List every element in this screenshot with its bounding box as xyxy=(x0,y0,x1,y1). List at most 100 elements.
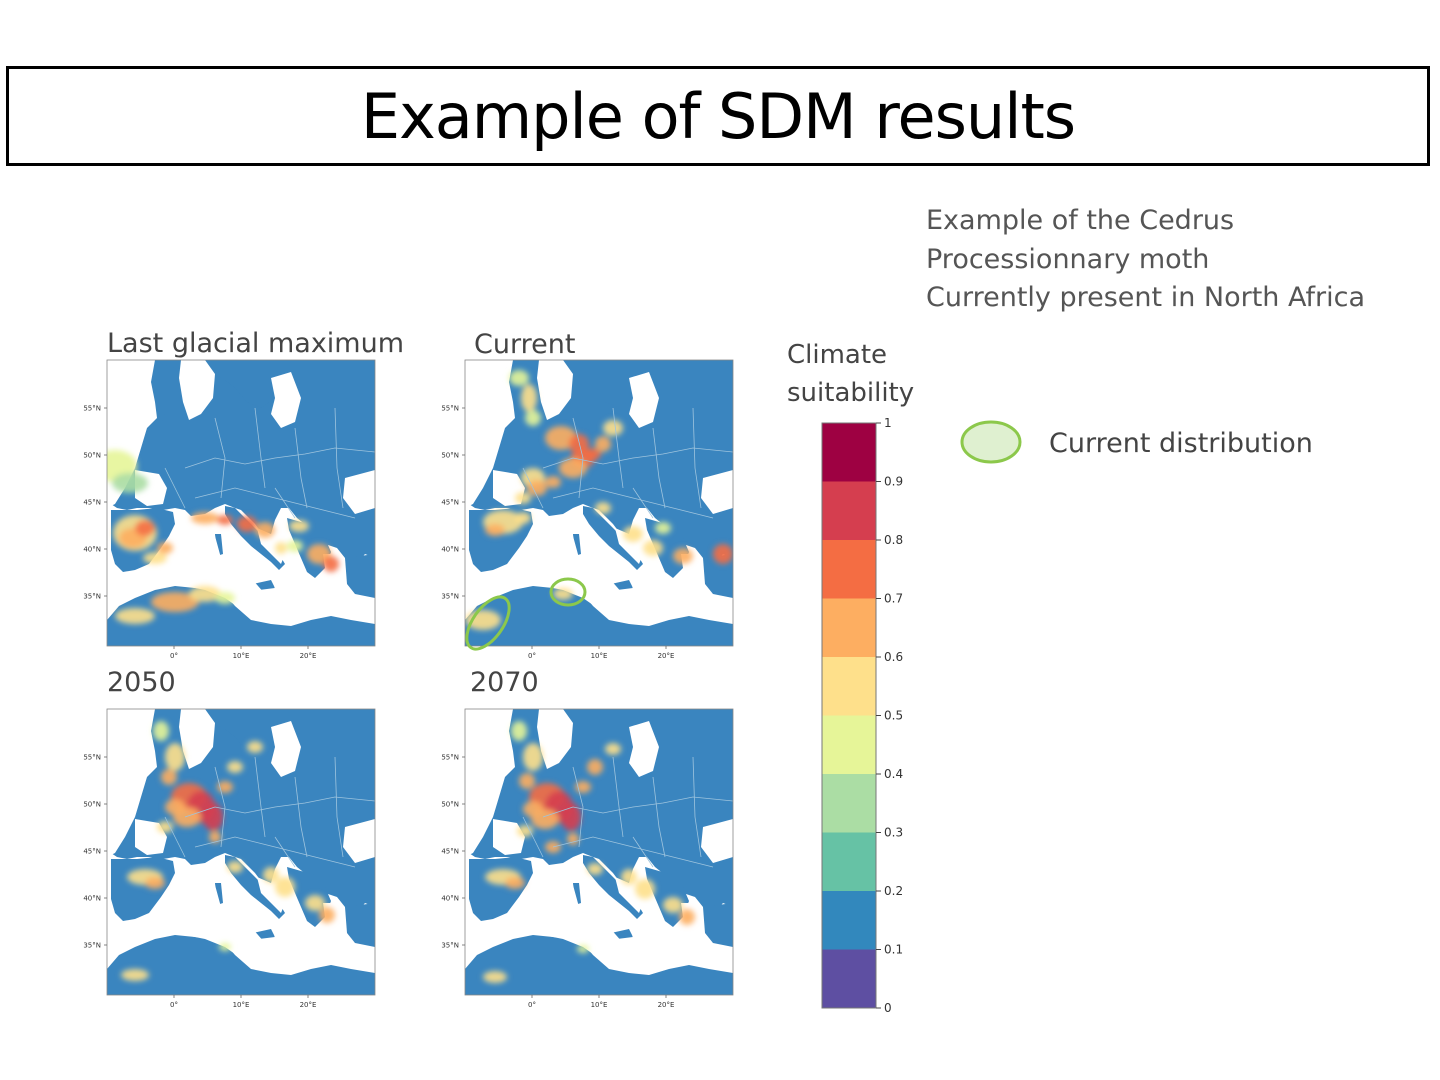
country-border xyxy=(572,766,584,848)
lon-tick-label: 0° xyxy=(528,652,536,660)
country-border xyxy=(612,407,624,489)
country-border xyxy=(652,427,666,509)
suitability-patch xyxy=(219,943,231,951)
suitability-patch xyxy=(523,743,543,771)
lon-tick-label: 0° xyxy=(170,1001,178,1009)
country-border xyxy=(164,816,186,858)
suitability-patch xyxy=(263,867,279,883)
suitability-patch xyxy=(227,861,243,873)
lat-tick-label: 50°N xyxy=(441,801,459,809)
suitability-patch xyxy=(189,586,221,602)
sea-area xyxy=(271,917,355,965)
suitability-patch xyxy=(595,502,611,514)
country-border xyxy=(164,467,186,509)
lat-tick-label: 45°N xyxy=(441,848,459,856)
suitability-patch xyxy=(151,592,199,612)
country-border xyxy=(184,447,375,469)
lon-tick-label: 10°E xyxy=(233,1001,250,1009)
country-border xyxy=(334,756,344,858)
suitability-patch xyxy=(605,743,621,755)
colorbar-segment xyxy=(822,540,876,599)
suitability-patch xyxy=(527,480,547,496)
lon-tick-label: 0° xyxy=(528,1001,536,1009)
suitability-patch xyxy=(191,512,219,524)
suitability-patch xyxy=(112,473,148,493)
panel-label-current: Current xyxy=(474,329,576,360)
suitability-patch xyxy=(635,879,655,899)
colorbar-segment xyxy=(822,891,876,950)
land-area xyxy=(703,554,733,598)
colorbar-segment xyxy=(822,657,876,716)
country-border xyxy=(194,487,356,519)
country-border xyxy=(632,487,654,519)
suitability-patch xyxy=(673,548,693,564)
land-area xyxy=(583,506,643,570)
colorbar-segment xyxy=(822,715,876,774)
suitability-patch xyxy=(521,384,537,412)
sea-area xyxy=(465,709,515,857)
colorbar-tick-label: 1 xyxy=(884,416,892,430)
colorbar-tick-label: 0.1 xyxy=(884,943,903,957)
country-border xyxy=(692,756,702,858)
land-area xyxy=(465,935,733,995)
country-border xyxy=(542,447,733,469)
suitability-patch xyxy=(485,524,505,536)
suitability-patch xyxy=(643,540,663,556)
suitability-patch xyxy=(713,544,733,564)
lat-tick-label: 45°N xyxy=(83,848,101,856)
sea-area xyxy=(271,372,301,428)
lon-tick-label: 20°E xyxy=(658,652,675,660)
country-border xyxy=(692,407,702,509)
suitability-patch xyxy=(203,803,223,831)
suitability-patch xyxy=(595,436,611,452)
country-border xyxy=(254,407,266,489)
suitability-patch xyxy=(621,869,637,885)
suitability-layer xyxy=(121,721,335,981)
suitability-patch xyxy=(319,907,335,923)
suitability-patch xyxy=(655,522,671,534)
map-panel-2070: 55°N 50°N 45°N 40°N 35°N 0° 10°E 20°E xyxy=(441,708,734,1009)
sea-area xyxy=(271,721,301,777)
lat-tick-label: 55°N xyxy=(441,754,459,762)
suitability-patch xyxy=(237,516,257,532)
sea-area xyxy=(123,883,275,961)
land-area xyxy=(703,903,733,947)
lat-tick-label: 40°N xyxy=(83,546,101,554)
colorbar-tick-label: 0.3 xyxy=(884,826,903,840)
lat-tick-label: 40°N xyxy=(441,546,459,554)
suitability-patch xyxy=(275,542,287,554)
colorbar-tick-label: 0.8 xyxy=(884,533,903,547)
map-content xyxy=(465,709,733,995)
suitability-patch xyxy=(663,897,683,913)
suitability-patch xyxy=(217,781,233,793)
map-content xyxy=(107,709,375,995)
lon-tick-label: 10°E xyxy=(591,652,608,660)
map-content xyxy=(465,360,733,646)
panel-label-2070: 2070 xyxy=(470,667,539,698)
country-border xyxy=(294,427,308,509)
sea-area xyxy=(629,372,659,428)
current-distribution-ellipse xyxy=(465,595,511,651)
suitability-patch xyxy=(515,512,531,524)
colorbar-tick-label: 0.4 xyxy=(884,767,903,781)
suitability-patch xyxy=(209,831,221,843)
land-area xyxy=(645,867,689,927)
info-line-2: Processionnary moth xyxy=(926,243,1210,275)
sea-area xyxy=(179,360,215,420)
land-area xyxy=(465,586,733,646)
colorbar-segment xyxy=(822,949,876,1008)
land-area xyxy=(107,935,375,995)
suitability-patch xyxy=(115,608,155,624)
colorbar: 0 0.1 0.2 0.3 0.4 0.5 0.6 0.7 0.8 0.9 1 xyxy=(821,416,903,1015)
sea-area xyxy=(701,470,733,514)
suitability-patch xyxy=(165,743,185,771)
colorbar-segment xyxy=(822,481,876,540)
sea-area xyxy=(537,709,573,769)
country-border xyxy=(552,836,714,868)
country-border xyxy=(334,407,344,509)
sea-area xyxy=(701,819,733,863)
panel-label-2050: 2050 xyxy=(107,667,176,698)
info-text: Example of the Cedrus Processionnary mot… xyxy=(926,202,1365,318)
suitability-patch xyxy=(227,761,243,773)
suitability-patch xyxy=(561,803,581,831)
